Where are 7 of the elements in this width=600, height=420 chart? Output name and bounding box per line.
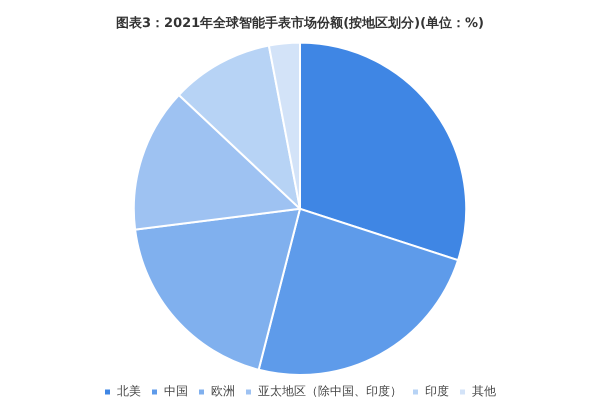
legend-label: 其他 xyxy=(472,384,496,398)
legend-label: 北美 xyxy=(117,384,141,398)
legend-label: 欧洲 xyxy=(211,384,235,398)
legend-label: 亚太地区（除中国、印度） xyxy=(258,384,402,398)
chart-title: 图表3：2021年全球智能手表市场份额(按地区划分)(单位：%) xyxy=(116,15,484,32)
legend-label: 中国 xyxy=(164,384,188,398)
legend-label: 印度 xyxy=(425,384,449,398)
